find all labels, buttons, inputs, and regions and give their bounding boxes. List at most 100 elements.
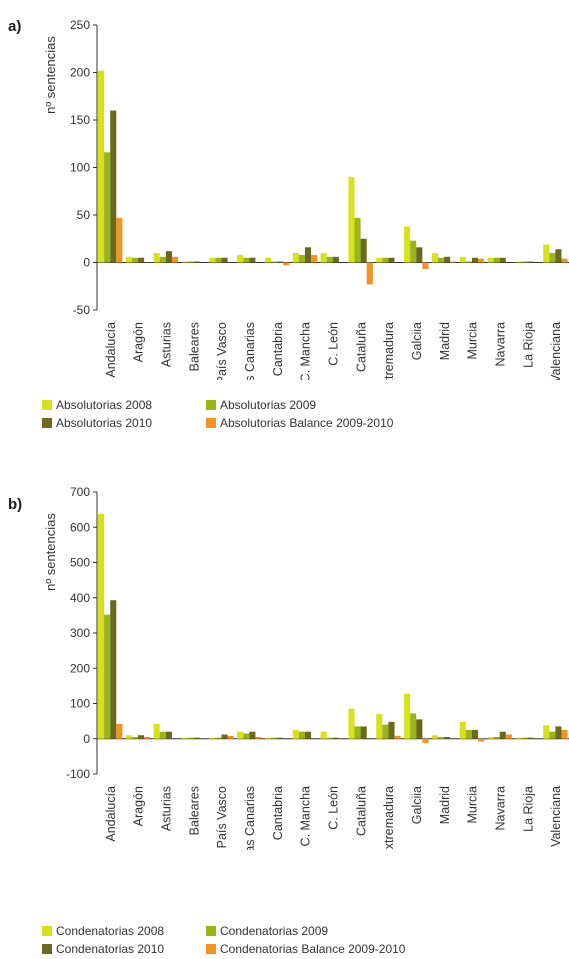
category-label: La Rioja [521,322,535,368]
legend-label: Absolutorias Balance 2009-2010 [220,416,394,430]
category-label: C. Valenciana [549,786,563,850]
bar-s2008-0 [98,513,105,739]
legend-label: Condenatorias 2009 [220,924,329,938]
bar-s2010-6 [277,261,284,263]
bar-s2009-12 [437,736,445,739]
bar-s2010-6 [277,737,284,739]
bar-s2010-10 [388,257,395,263]
y-tick-label: 100 [70,697,90,711]
bar-s2008-4 [209,737,216,739]
y-tick-label: 150 [70,113,90,127]
chart-a: -50 0 50 100 150 200 250 nº sentencias Andalucía… [43,18,569,380]
category-label: Navarra [493,322,507,367]
bar-s2008-7 [292,253,299,263]
bar-s2009-4 [215,257,222,263]
category-label: C. León [327,322,341,366]
category-label: País Vasco [215,322,229,380]
bar-s2010-4 [221,734,228,739]
bar-s2009-6 [271,261,278,263]
bar-balance-13 [478,738,485,742]
y-tick-label: 300 [70,626,90,640]
bar-s2009-6 [271,737,278,739]
bar-s2010-10 [388,721,395,739]
legend-swatch [42,944,52,954]
bar-s2010-12 [444,256,451,263]
y-tick-label: 400 [70,591,90,605]
bar-s2010-2 [165,251,172,263]
chart-panel-a: a) -50 0 50 100 150 200 250 nº sentencias Andalu… [8,18,569,430]
bar-s2010-0 [110,110,117,263]
category-label: Baleares [187,786,201,835]
legend-item-absolutorias-2010: Absolutorias 2010 [42,416,152,430]
y-tick-label: 0 [83,732,90,746]
bar-s2008-8 [320,731,327,739]
bar-s2008-14 [487,736,494,739]
category-label: Murcia [466,786,480,824]
bar-s2008-6 [264,257,272,263]
bar-s2010-9 [360,238,367,263]
bar-s2008-9 [348,708,355,739]
bar-s2008-2 [153,253,160,263]
bar-s2010-16 [555,249,562,263]
y-tick-label: -50 [73,303,91,317]
bar-s2008-5 [237,731,244,739]
bar-balance-14 [505,734,512,739]
category-label: Andalucía [104,322,118,378]
category-label: Navarra [493,786,507,831]
bar-s2008-16 [543,244,550,263]
bar-s2009-11 [410,713,417,739]
panel-label-b: b) [8,496,23,513]
category-label: C. Valenciana [549,322,563,380]
legend-item-absolutorias-2009: Absolutorias 2009 [206,398,316,412]
bar-s2010-3 [193,737,200,739]
legend-item-condenatorias-2008: Condenatorias 2008 [42,924,164,938]
bar-s2008-13 [459,721,466,739]
bar-s2008-11 [404,226,411,263]
y-axis-label: nº sentencias [43,513,58,591]
bar-balance-12 [450,261,457,263]
bar-balance-0 [116,723,123,739]
category-label: Cantabria [271,786,285,840]
category-label: Asturias [160,786,174,831]
category-label: Islas Canarias [243,786,257,850]
legend-label: Absolutorias 2008 [56,398,153,412]
bar-s2009-16 [549,731,556,739]
bar-s2008-5 [237,254,244,263]
category-label: Cataluña [354,322,368,372]
legend-label: Absolutorias 2009 [220,398,317,412]
bar-s2008-15 [515,261,522,263]
y-tick-label: 100 [70,161,90,175]
y-tick-label: 200 [70,66,90,80]
legend-item-condenatorias-2009: Condenatorias 2009 [206,924,328,938]
bar-s2009-15 [521,737,528,739]
bar-s2010-0 [110,600,117,739]
bar-s2008-4 [209,257,216,263]
bar-balance-1 [144,736,151,739]
bar-balance-13 [478,258,485,263]
y-axis-label: nº sentencias [43,36,58,114]
legend-item-condenatorias-balance: Condenatorias Balance 2009-2010 [206,942,405,956]
legend-label: Condenatorias 2008 [56,924,165,938]
category-label: Baleares [187,322,201,371]
bar-s2008-3 [181,737,188,739]
legend-item-absolutorias-2008: Absolutorias 2008 [42,398,152,412]
bar-balance-4 [227,735,234,739]
bar-s2008-7 [292,729,299,739]
bar-s2009-1 [131,257,139,263]
bar-balance-11 [422,262,429,270]
bar-s2010-13 [471,729,479,739]
bar-s2009-2 [159,256,166,263]
bar-s2010-3 [193,261,200,263]
legend-item-condenatorias-2010: Condenatorias 2010 [42,942,164,956]
bar-s2009-8 [326,256,333,263]
y-tick-label: 700 [70,485,90,499]
bar-s2010-15 [527,737,534,739]
y-tick-label: -100 [66,767,90,781]
bar-s2009-4 [215,737,222,739]
category-label: La Rioja [521,786,535,832]
legend-swatch [42,400,52,410]
category-label: Asturias [160,322,174,367]
category-label: Galciia [410,786,424,824]
category-label: C. Mancha [299,322,313,380]
y-tick-label: 200 [70,661,90,675]
